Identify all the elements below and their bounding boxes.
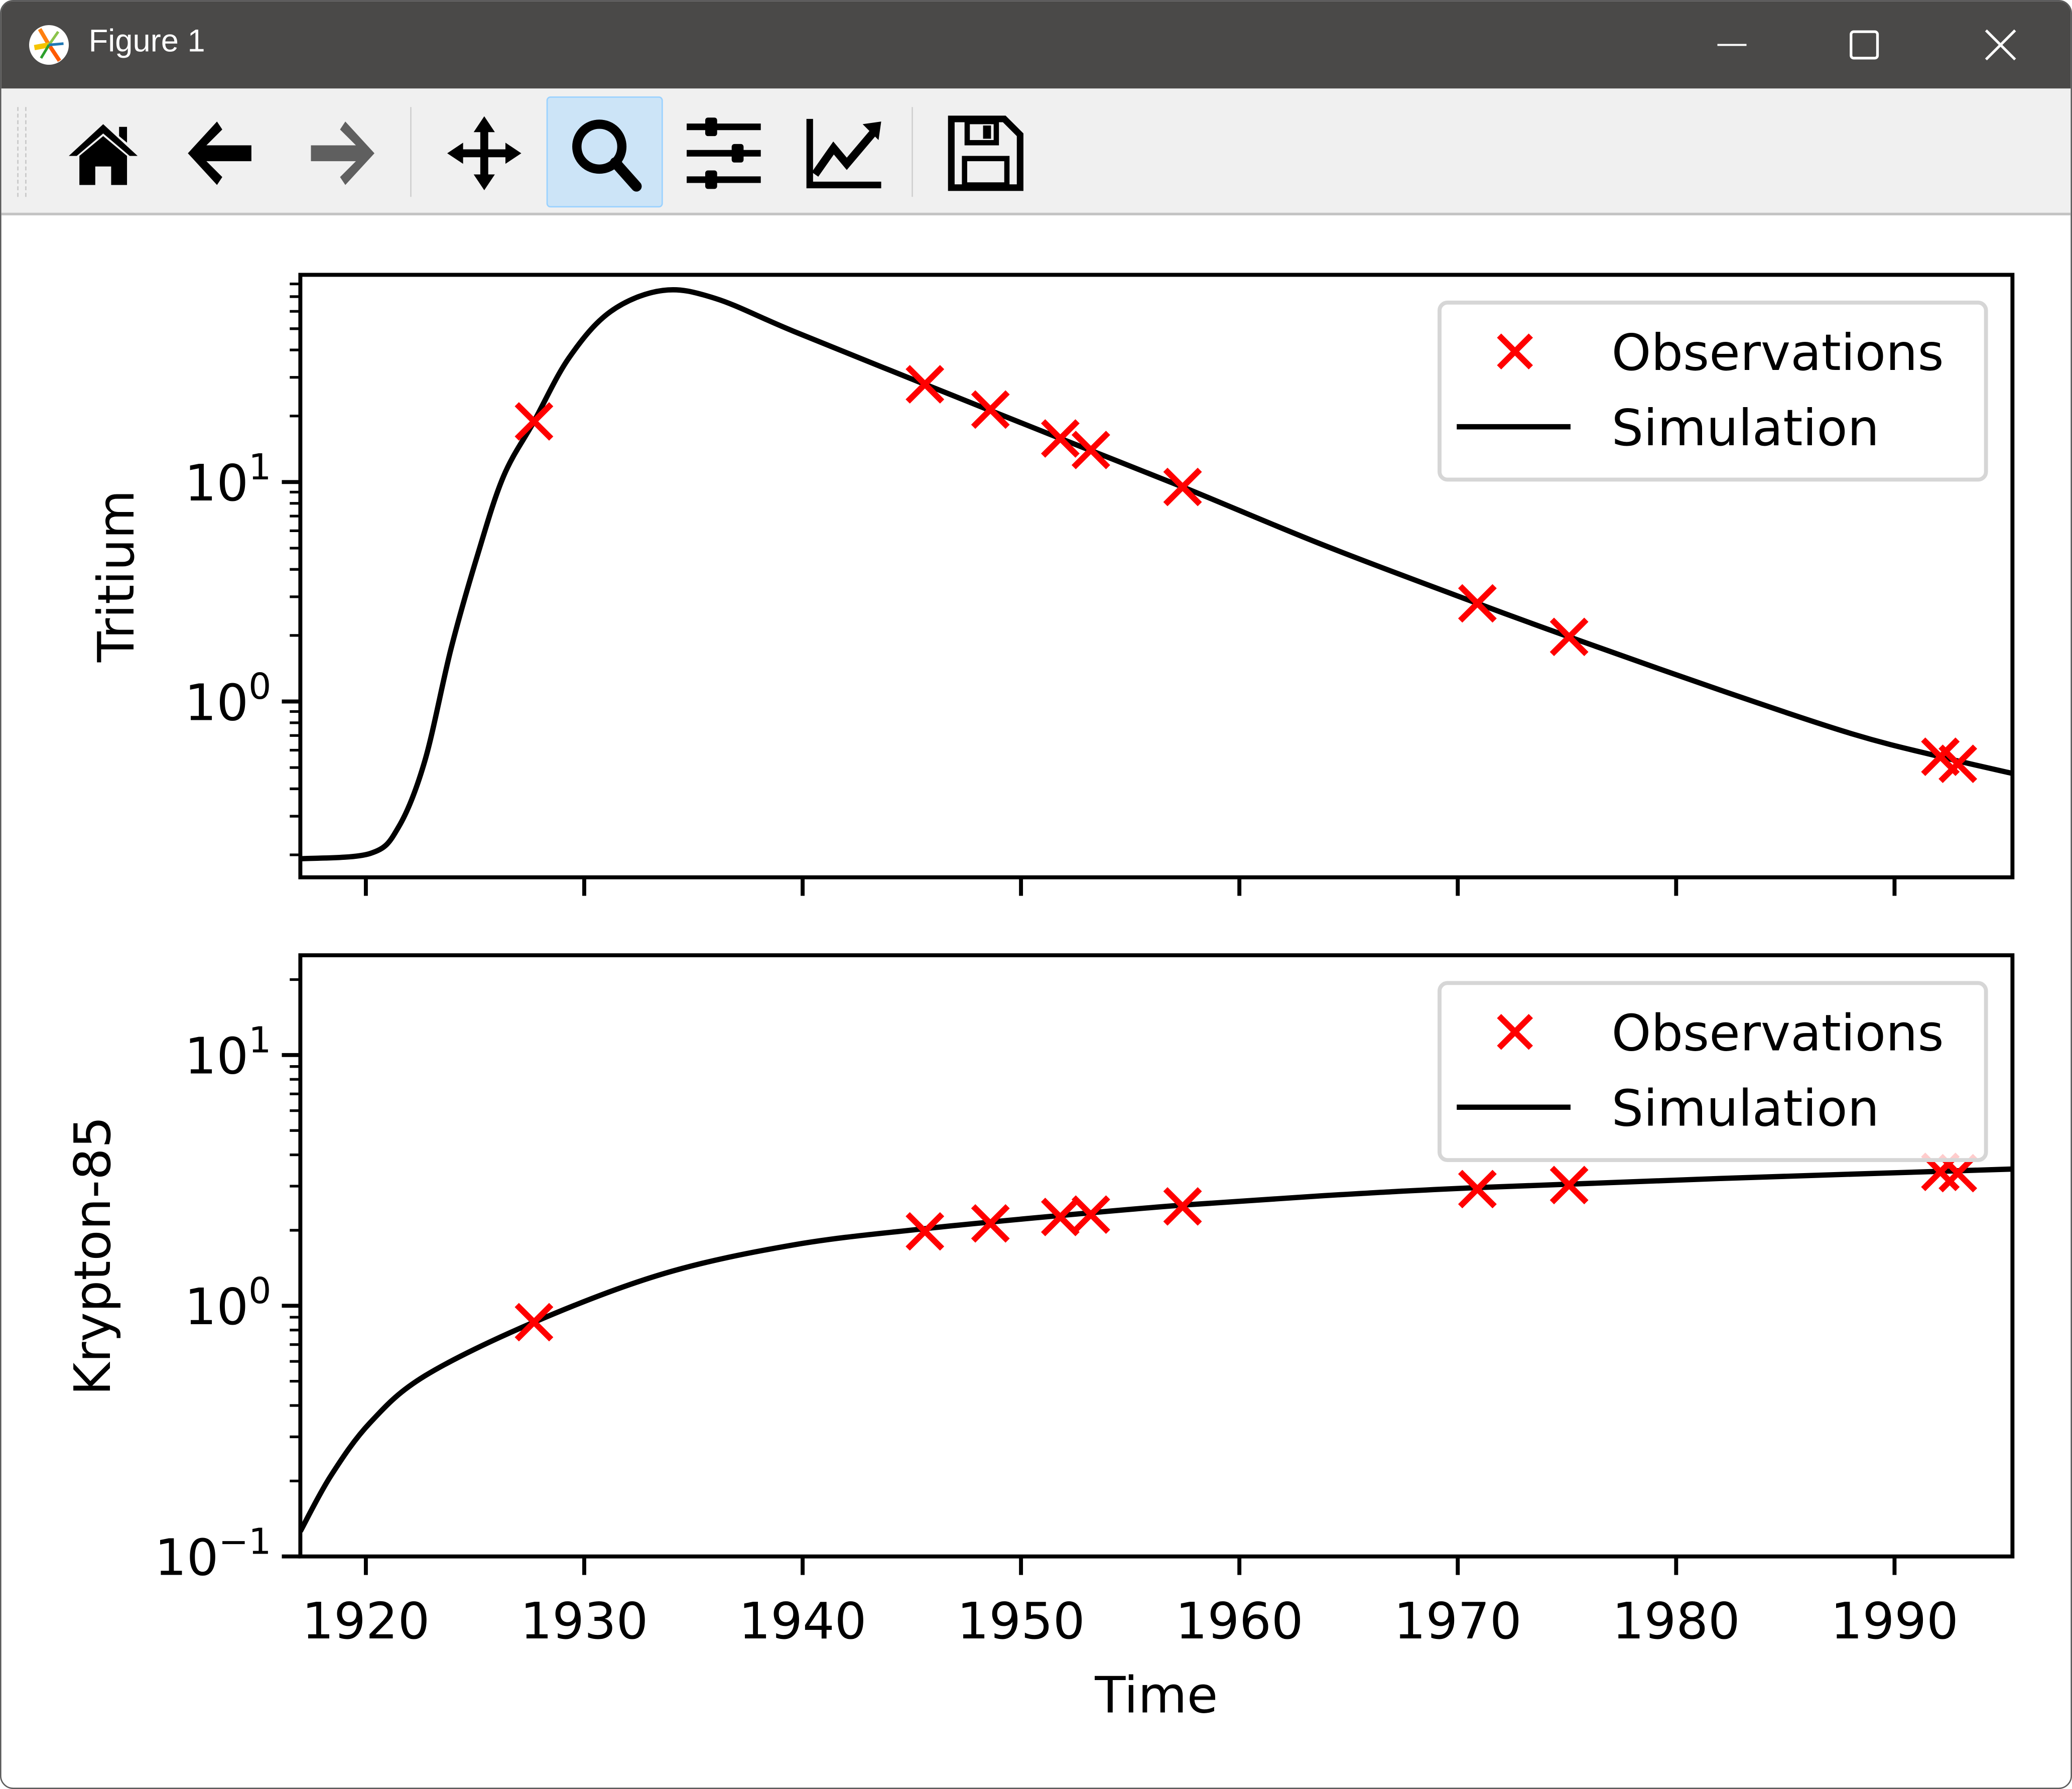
close-icon bbox=[1985, 29, 2016, 61]
y-axis-label: Krypton-85 bbox=[63, 1116, 122, 1395]
y-tick-label: 100 bbox=[185, 666, 272, 732]
pan-button[interactable] bbox=[425, 96, 541, 207]
observation-marker bbox=[1163, 1187, 1202, 1226]
observation-marker bbox=[971, 390, 1010, 429]
legend-frame bbox=[1438, 981, 1988, 1163]
legend-observation-marker bbox=[1497, 333, 1533, 369]
y-tick-label: 101 bbox=[185, 446, 272, 513]
observation-marker bbox=[1458, 1170, 1497, 1209]
y-tick-label-base: 10 bbox=[185, 1027, 248, 1086]
toolbar-separator bbox=[410, 107, 412, 197]
observation-marker bbox=[1041, 419, 1080, 458]
x-tick-label: 1990 bbox=[1831, 1592, 1959, 1650]
y-tick-label-exponent: −1 bbox=[218, 1521, 271, 1563]
x-tick-label: 1940 bbox=[739, 1592, 867, 1650]
navigation-toolbar bbox=[1, 88, 2071, 216]
arrow-right-icon bbox=[311, 121, 374, 185]
matplotlib-app-icon bbox=[29, 25, 69, 65]
window-title: Figure 1 bbox=[88, 24, 205, 60]
y-tick-label-exponent: 1 bbox=[248, 446, 271, 488]
observation-marker bbox=[905, 365, 945, 404]
observation-marker bbox=[1041, 1198, 1080, 1236]
y-tick-label: 100 bbox=[185, 1270, 272, 1336]
observation-marker bbox=[905, 1212, 945, 1251]
legend-label-simulation: Simulation bbox=[1612, 1079, 1879, 1138]
home-button[interactable] bbox=[44, 96, 160, 207]
x-axis-label: Time bbox=[1094, 1666, 1218, 1724]
arrow-left-icon bbox=[188, 121, 251, 185]
y-axis-label: Tritium bbox=[87, 490, 146, 663]
x-tick-label: 1920 bbox=[302, 1592, 430, 1650]
title-bar[interactable]: Figure 1 bbox=[1, 1, 2071, 89]
x-tick-label: 1960 bbox=[1176, 1592, 1304, 1650]
magnifier-icon bbox=[572, 119, 642, 192]
toolbar-separator bbox=[912, 107, 913, 197]
legend-label-simulation: Simulation bbox=[1612, 399, 1879, 457]
minimize-icon bbox=[1717, 44, 1747, 46]
observation-marker bbox=[1163, 467, 1202, 506]
legend-observation-marker bbox=[1497, 1013, 1533, 1050]
y-tick-label-base: 10 bbox=[185, 673, 248, 732]
y-tick-label-exponent: 0 bbox=[248, 1270, 271, 1312]
y-tick-label-base: 10 bbox=[155, 1528, 218, 1587]
legend: Observations Simulation bbox=[1438, 300, 1988, 482]
simulation-line bbox=[300, 287, 2013, 862]
save-button[interactable] bbox=[926, 96, 1043, 207]
legend-frame bbox=[1438, 300, 1988, 482]
close-button[interactable] bbox=[1968, 19, 2034, 71]
minimize-button[interactable] bbox=[1699, 19, 1765, 71]
observation-marker bbox=[1549, 1166, 1589, 1205]
x-tick-label: 1970 bbox=[1394, 1592, 1522, 1650]
axes-frame bbox=[298, 953, 2015, 1559]
subplots-button[interactable] bbox=[664, 96, 781, 207]
edit-axes-button[interactable] bbox=[785, 96, 901, 207]
simulation-line bbox=[300, 1166, 2013, 1533]
x-tick-label: 1930 bbox=[521, 1592, 649, 1650]
maximize-icon bbox=[1850, 30, 1879, 60]
y-tick-label: 101 bbox=[185, 1019, 272, 1086]
x-tick-label: 1980 bbox=[1612, 1592, 1740, 1650]
observation-marker bbox=[1938, 744, 1978, 784]
maximize-button[interactable] bbox=[1831, 19, 1897, 71]
y-tick-label-exponent: 0 bbox=[248, 666, 271, 707]
legend-label-observations: Observations bbox=[1612, 323, 1944, 382]
observation-marker bbox=[514, 402, 554, 441]
axes-frame bbox=[298, 273, 2015, 879]
sliders-icon bbox=[687, 117, 761, 189]
observation-marker bbox=[971, 1204, 1010, 1243]
zoom-button[interactable] bbox=[546, 96, 663, 208]
observation-marker bbox=[1071, 431, 1110, 469]
y-tick-label-exponent: 1 bbox=[248, 1019, 271, 1061]
forward-button[interactable] bbox=[281, 96, 397, 207]
line-chart-icon bbox=[806, 118, 881, 189]
floppy-disk-icon bbox=[948, 115, 1023, 191]
move-icon bbox=[447, 116, 522, 191]
y-tick-label-base: 10 bbox=[185, 1277, 248, 1336]
observation-marker bbox=[1071, 1195, 1110, 1234]
y-tick-label: 10−1 bbox=[155, 1521, 271, 1587]
home-icon bbox=[69, 124, 138, 185]
observation-marker bbox=[1549, 617, 1589, 657]
toolbar-grip[interactable] bbox=[17, 107, 27, 197]
observation-marker bbox=[1458, 584, 1497, 623]
legend-label-observations: Observations bbox=[1612, 1004, 1944, 1063]
legend: Observations Simulation bbox=[1438, 981, 1988, 1163]
x-tick-label: 1950 bbox=[957, 1592, 1085, 1650]
y-tick-label-base: 10 bbox=[185, 454, 248, 513]
back-button[interactable] bbox=[163, 96, 279, 207]
observation-marker bbox=[514, 1303, 554, 1342]
axes-krypton-85: 1920 1930 1940 1950 1960 1970 1980 199010−11001… bbox=[63, 953, 2015, 1724]
